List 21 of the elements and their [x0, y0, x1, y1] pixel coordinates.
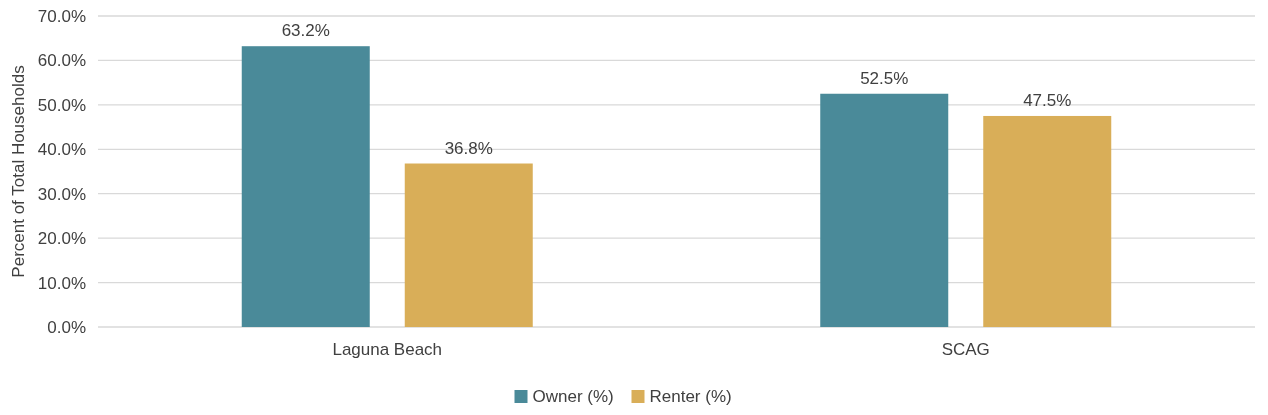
data-label: 63.2% — [281, 21, 330, 41]
data-label: 36.8% — [444, 138, 493, 158]
y-tick-label: 50.0% — [37, 95, 86, 115]
data-label: 52.5% — [860, 68, 909, 88]
legend-label: Owner (%) — [532, 387, 614, 406]
y-tick-label: 20.0% — [37, 229, 86, 249]
y-tick-label: 0.0% — [47, 317, 86, 337]
y-axis-title: Percent of Total Households — [9, 65, 28, 278]
x-tick-label: Laguna Beach — [332, 340, 443, 359]
bar — [404, 163, 533, 327]
bar — [820, 93, 949, 327]
y-tick-label: 10.0% — [37, 273, 86, 293]
legend-label: Renter (%) — [649, 387, 732, 406]
y-tick-label: 70.0% — [37, 6, 86, 26]
bar — [241, 46, 370, 327]
y-tick-label: 40.0% — [37, 140, 86, 160]
bar — [983, 115, 1112, 327]
data-label: 47.5% — [1023, 90, 1072, 110]
y-tick-label: 60.0% — [37, 51, 86, 71]
x-tick-label: SCAG — [941, 340, 990, 359]
y-tick-label: 30.0% — [37, 184, 86, 204]
